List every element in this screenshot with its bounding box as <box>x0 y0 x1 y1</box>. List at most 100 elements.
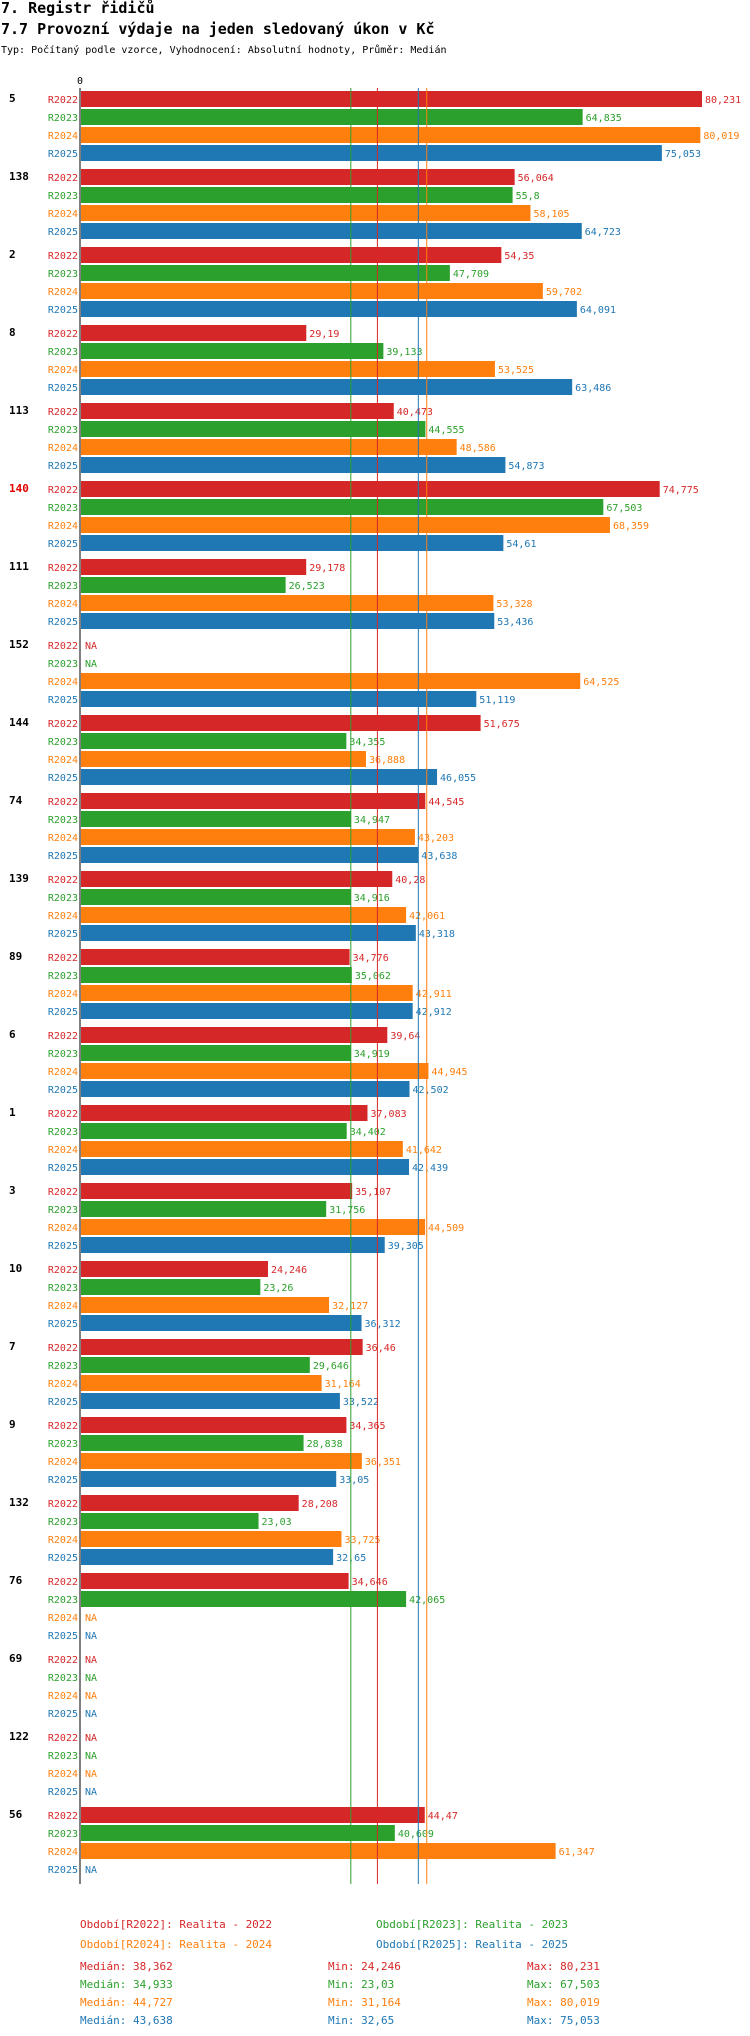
series-label: R2024 <box>48 1223 78 1234</box>
series-label: R2023 <box>48 659 78 670</box>
data-label: 61,347 <box>559 1847 595 1858</box>
data-label: 44,945 <box>431 1067 467 1078</box>
data-label: 42,439 <box>412 1163 448 1174</box>
bar-r2022 <box>81 1027 388 1043</box>
data-label: 80,019 <box>703 131 739 142</box>
series-label: R2024 <box>48 287 78 298</box>
bar-r2024 <box>81 985 413 1001</box>
category-label: 132 <box>9 1496 29 1509</box>
data-label: 46,055 <box>440 773 476 784</box>
series-label: R2024 <box>48 911 78 922</box>
series-label: R2022 <box>48 1421 78 1432</box>
bar-r2022 <box>81 1495 299 1511</box>
data-label: 31,756 <box>329 1205 365 1216</box>
series-label: R2025 <box>48 1397 78 1408</box>
series-label: R2025 <box>48 1319 78 1330</box>
bar-r2022 <box>81 1339 363 1355</box>
series-label: R2025 <box>48 383 78 394</box>
data-label: 24,246 <box>271 1265 307 1276</box>
series-label: R2024 <box>48 755 78 766</box>
data-label: 48,586 <box>460 443 496 454</box>
data-label: 28,208 <box>302 1499 338 1510</box>
data-label: 34,402 <box>350 1127 386 1138</box>
series-label: R2022 <box>48 797 78 808</box>
bar-r2023 <box>81 811 351 827</box>
bar-r2025 <box>81 1237 385 1253</box>
data-label: 43,638 <box>421 851 457 862</box>
bar-r2023 <box>81 967 352 983</box>
series-label: R2023 <box>48 1751 78 1762</box>
data-label: 43,318 <box>419 929 455 940</box>
series-label: R2022 <box>48 563 78 574</box>
bar-r2025 <box>81 379 573 395</box>
series-label: R2023 <box>48 1205 78 1216</box>
bar-r2025 <box>81 1081 410 1097</box>
bar-r2023 <box>81 421 426 437</box>
bar-r2025 <box>81 613 495 629</box>
series-label: R2025 <box>48 461 78 472</box>
series-label: R2022 <box>48 251 78 262</box>
bar-r2023 <box>81 343 384 359</box>
bar-r2022 <box>81 949 350 965</box>
data-label: 55,8 <box>516 191 540 202</box>
series-label: R2025 <box>48 305 78 316</box>
na-label: NA <box>85 1769 97 1780</box>
series-label: R2022 <box>48 485 78 496</box>
series-label: R2023 <box>48 971 78 982</box>
series-label: R2023 <box>48 1673 78 1684</box>
series-label: R2025 <box>48 1163 78 1174</box>
series-label: R2022 <box>48 1343 78 1354</box>
data-label: 34,776 <box>353 953 389 964</box>
category-label: 76 <box>9 1574 23 1587</box>
category-label: 1 <box>9 1106 16 1119</box>
bar-r2024 <box>81 829 415 845</box>
bar-r2024 <box>81 1141 403 1157</box>
series-label: R2024 <box>48 1067 78 1078</box>
series-label: R2025 <box>48 1631 78 1642</box>
series-label: R2023 <box>48 113 78 124</box>
data-label: 42,502 <box>413 1085 449 1096</box>
series-label: R2023 <box>48 1439 78 1450</box>
bar-r2024 <box>81 1531 342 1547</box>
na-label: NA <box>85 1673 97 1684</box>
bar-r2025 <box>81 145 662 161</box>
data-label: 33,725 <box>344 1535 380 1546</box>
data-label: 36,312 <box>365 1319 401 1330</box>
series-label: R2022 <box>48 1811 78 1822</box>
bar-r2023 <box>81 109 583 125</box>
series-label: R2022 <box>48 173 78 184</box>
data-label: 26,523 <box>289 581 325 592</box>
series-label: R2024 <box>48 1691 78 1702</box>
bar-r2022 <box>81 1105 368 1121</box>
category-label: 139 <box>9 872 29 885</box>
series-label: R2024 <box>48 1769 78 1780</box>
category-label: 8 <box>9 326 16 339</box>
series-label: R2025 <box>48 1475 78 1486</box>
series-label: R2024 <box>48 1613 78 1624</box>
series-label: R2022 <box>48 329 78 340</box>
data-label: 42,912 <box>416 1007 452 1018</box>
bar-r2024 <box>81 205 531 221</box>
series-label: R2022 <box>48 95 78 106</box>
category-label: 5 <box>9 92 16 105</box>
data-label: 34,355 <box>349 737 385 748</box>
series-label: R2024 <box>48 521 78 532</box>
bar-r2025 <box>81 925 416 941</box>
category-label: 113 <box>9 404 29 417</box>
series-label: R2023 <box>48 581 78 592</box>
data-label: 56,064 <box>518 173 554 184</box>
bar-r2023 <box>81 1357 310 1373</box>
bar-r2022 <box>81 91 702 107</box>
data-label: 40,609 <box>398 1829 434 1840</box>
data-label: 44,509 <box>428 1223 464 1234</box>
bar-r2022 <box>81 715 481 731</box>
series-label: R2023 <box>48 503 78 514</box>
category-label: 7 <box>9 1340 16 1353</box>
data-label: 51,119 <box>479 695 515 706</box>
series-label: R2024 <box>48 599 78 610</box>
data-label: 44,545 <box>428 797 464 808</box>
bar-r2024 <box>81 1219 426 1235</box>
series-label: R2025 <box>48 929 78 940</box>
bar-r2022 <box>81 1183 353 1199</box>
series-label: R2025 <box>48 1787 78 1798</box>
